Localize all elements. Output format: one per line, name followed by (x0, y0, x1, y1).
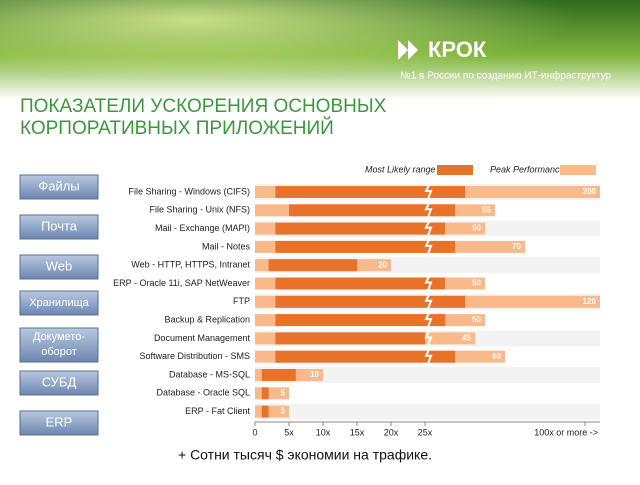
peak-label: 200 (583, 187, 597, 196)
footer: + Сотни тысяч $ экономии на трафике. (178, 447, 432, 463)
peak-label: 45 (462, 334, 471, 343)
category-label: Backup & Replication (164, 314, 250, 324)
legend-label: Most Likely range (365, 164, 436, 174)
category-label: Mail - Notes (202, 241, 251, 251)
likely-range-bar (275, 314, 445, 327)
nav-button[interactable] (19, 327, 99, 363)
peak-label: 60 (492, 352, 501, 361)
likely-range-bar (275, 350, 455, 363)
category-label: Mail - Exchange (MAPI) (155, 223, 250, 233)
likely-range-bar (275, 332, 425, 345)
axis-break (424, 349, 433, 365)
row-band (255, 385, 600, 402)
nav-button-label: Файлы (38, 178, 79, 193)
peak-label: 5 (281, 388, 286, 397)
legend-swatch (437, 165, 473, 175)
likely-range-bar (261, 405, 269, 418)
logo: КРОК (428, 37, 487, 62)
nav-button-label: ERP (46, 414, 73, 429)
nav-button-label: Докумето- (33, 331, 85, 343)
axis-break (424, 276, 433, 291)
axis-break (424, 294, 433, 310)
nav-button[interactable] (19, 370, 99, 396)
slogan: №1 в России по созданию ИТ-инфраструктур (400, 70, 612, 82)
axis-break (424, 221, 433, 236)
axis-break (424, 330, 433, 346)
likely-range-bar (275, 222, 445, 235)
category-label: Database - Oracle SQL (156, 388, 250, 398)
title: ПОКАЗАТЕЛИ УСКОРЕНИЯ ОСНОВНЫХ (20, 96, 387, 117)
peak-label: 50 (472, 224, 481, 233)
nav-button-label: Хранилища (29, 297, 89, 309)
category-label: ERP - Oracle 11i, SAP NetWeaver (113, 278, 250, 288)
axis-break (424, 184, 433, 200)
nav-button[interactable] (19, 174, 99, 200)
category-label: Software Distribution - SMS (139, 351, 250, 361)
logo-mark (398, 40, 418, 60)
nav-button[interactable] (19, 214, 99, 240)
category-label: Database - MS-SQL (169, 369, 250, 379)
axis-break (424, 312, 433, 328)
axis-break (424, 239, 433, 255)
likely-range-bar (268, 259, 357, 272)
legend-label: Peak Performance (490, 164, 565, 174)
peak-label: 120 (583, 297, 597, 306)
x-tick-label: 100x or more -> (534, 427, 598, 437)
category-label: Web - HTTP, HTTPS, Intranet (131, 260, 250, 270)
likely-range-bar (261, 369, 296, 381)
category-label: FTP (233, 296, 250, 306)
likely-range-bar (275, 240, 455, 253)
x-tick-label: 5x (284, 427, 294, 437)
row-band (255, 367, 600, 383)
nav-button-label: Почта (41, 218, 78, 233)
nav-button[interactable] (19, 290, 99, 316)
x-tick-label: 25x (418, 427, 433, 437)
likely-range-bar (289, 204, 455, 217)
x-tick-label: 15x (350, 427, 365, 437)
category-label: File Sharing - Windows (CIFS) (128, 186, 250, 196)
x-tick-label: 10x (316, 427, 331, 437)
likely-range-bar (275, 277, 445, 290)
x-tick-label: 20x (384, 427, 399, 437)
likely-range-bar (275, 295, 465, 308)
title: КОРПОРАТИВНЫХ ПРИЛОЖЕНИЙ (20, 117, 334, 139)
nav-button[interactable] (19, 254, 99, 280)
axis-break (424, 202, 433, 218)
category-label: File Sharing - Unix (NFS) (149, 205, 250, 215)
peak-label: 10 (310, 370, 319, 379)
category-label: Document Management (154, 333, 251, 343)
nav-button[interactable] (19, 410, 99, 436)
likely-range-bar (261, 387, 269, 400)
peak-label: 70 (512, 242, 521, 251)
peak-label: 50 (472, 315, 481, 324)
peak-label: 55 (482, 205, 491, 214)
x-tick-label: 0 (252, 427, 257, 437)
peak-label: 50 (472, 279, 481, 288)
nav-button-label: оборот (41, 346, 77, 358)
legend-swatch (560, 165, 596, 175)
category-label: ERP - Fat Client (185, 406, 250, 416)
peak-label: 20 (378, 260, 387, 269)
nav-button-label: СУБД (42, 374, 77, 389)
header-glow (0, 0, 640, 100)
row-band (255, 403, 600, 420)
peak-label: 5 (281, 407, 286, 416)
likely-range-bar (275, 186, 465, 198)
nav-button-label: Web (46, 258, 73, 273)
